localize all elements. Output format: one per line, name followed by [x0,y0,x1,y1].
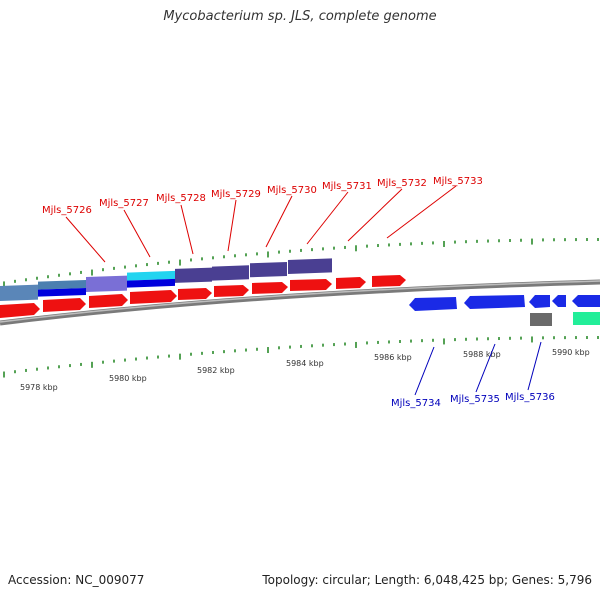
gene-label[interactable]: Mjls_5734 [391,398,441,409]
gene-arrow[interactable] [290,279,332,291]
forward-leader-lines [65,185,457,263]
ruler-label: 5978 kbp [20,383,58,392]
genome-stats-text: Topology: circular; Length: 6,048,425 bp… [262,573,592,587]
gene-arrow[interactable] [572,295,600,307]
gene-arrow[interactable] [336,277,366,289]
gene-arrow[interactable] [178,288,212,300]
ruler-label: 5990 kbp [552,348,590,357]
accession-text: Accession: NC_009077 [8,573,145,587]
ruler-label: 5980 kbp [109,374,147,383]
ruler-labels: 5978 kbp 5980 kbp 5982 kbp 5984 kbp 5986… [20,348,590,392]
gene-label[interactable]: Mjls_5730 [267,185,317,196]
genome-backbone-highlight [0,280,600,323]
gene-label[interactable]: Mjls_5736 [505,392,555,403]
gene-arrow[interactable] [529,295,550,308]
map-title: Mycobacterium sp. JLS, complete genome [163,9,437,24]
gene-label[interactable]: Mjls_5735 [450,394,500,405]
reverse-labels: Mjls_5734 Mjls_5735 Mjls_5736 [391,392,555,409]
gene-arrow[interactable] [464,295,525,309]
gene-arrow[interactable] [130,290,177,304]
ruler-label: 5984 kbp [286,359,324,368]
gene-label[interactable]: Mjls_5726 [42,205,92,216]
gene-label[interactable]: Mjls_5732 [377,178,427,189]
reverse-leader-lines [414,341,542,396]
feature-track [0,258,332,301]
ruler-label: 5982 kbp [197,366,235,375]
gene-arrow[interactable] [409,297,457,311]
gene-label[interactable]: Mjls_5729 [211,189,261,200]
gene-arrow[interactable] [0,303,40,318]
forward-labels: Mjls_5726 Mjls_5727 Mjls_5728 Mjls_5729 … [42,176,483,216]
gene-arrow[interactable] [43,298,86,312]
gene-block-gray[interactable] [530,313,552,326]
ruler-label: 5986 kbp [374,353,412,362]
gene-arrow[interactable] [89,294,128,308]
gene-arrow[interactable] [372,275,406,287]
forward-genes [0,275,406,318]
gene-arrow[interactable] [252,282,288,294]
outer-ruler-ticks [3,238,599,288]
ruler-label: 5988 kbp [463,350,501,359]
gene-label[interactable]: Mjls_5733 [433,176,483,187]
gene-block-green[interactable] [573,312,600,325]
reverse-genes [409,295,600,326]
gene-label[interactable]: Mjls_5731 [322,181,372,192]
gene-label[interactable]: Mjls_5728 [156,193,206,204]
gene-label[interactable]: Mjls_5727 [99,198,149,209]
genome-backbone [0,279,600,326]
gene-arrow[interactable] [214,285,249,297]
inner-ruler-ticks [3,336,599,378]
gene-arrow[interactable] [552,295,566,307]
